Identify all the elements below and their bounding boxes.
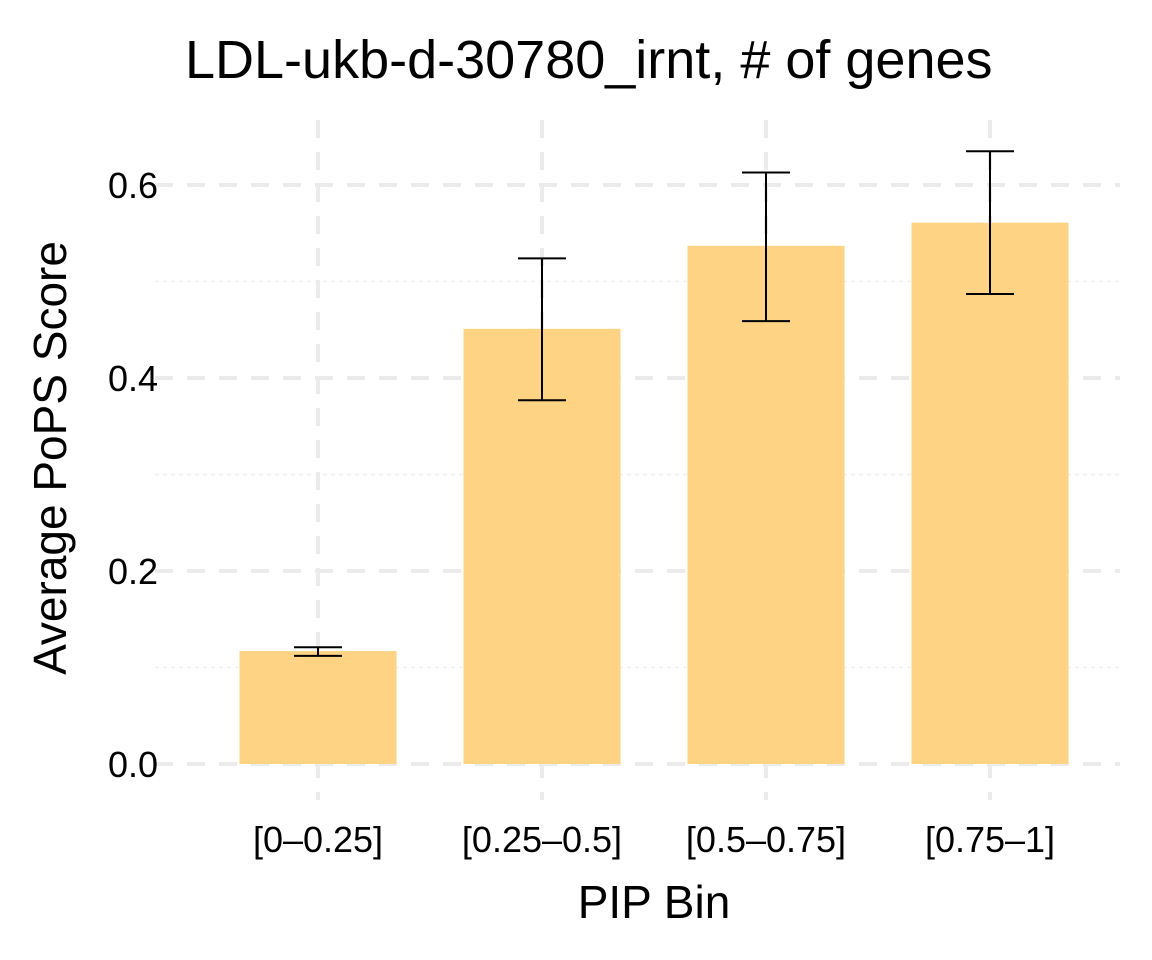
x-tick-label: [0–0.25]	[253, 819, 383, 860]
y-ticks: 0.0 0.2 0.4 0.6	[108, 165, 158, 785]
x-axis-title: PIP Bin	[578, 876, 731, 928]
bars	[239, 222, 1069, 765]
bar	[463, 328, 621, 764]
x-tick-label: [0.5–0.75]	[686, 819, 846, 860]
bar	[687, 245, 845, 765]
bar	[911, 222, 1069, 764]
x-tick-label: [0.75–1]	[925, 819, 1055, 860]
y-axis-title: Average PoPS Score	[24, 241, 76, 675]
x-ticks: [0–0.25] [0.25–0.5] [0.5–0.75] [0.75–1]	[253, 819, 1055, 860]
bar	[239, 651, 397, 764]
y-tick-label: 0.0	[108, 744, 158, 785]
x-tick-label: [0.25–0.5]	[462, 819, 622, 860]
y-tick-label: 0.2	[108, 551, 158, 592]
chart-title: LDL-ukb-d-30780_irnt, # of genes	[185, 30, 993, 90]
y-tick-label: 0.6	[108, 165, 158, 206]
y-tick-label: 0.4	[108, 358, 158, 399]
error-bars	[294, 150, 1014, 657]
